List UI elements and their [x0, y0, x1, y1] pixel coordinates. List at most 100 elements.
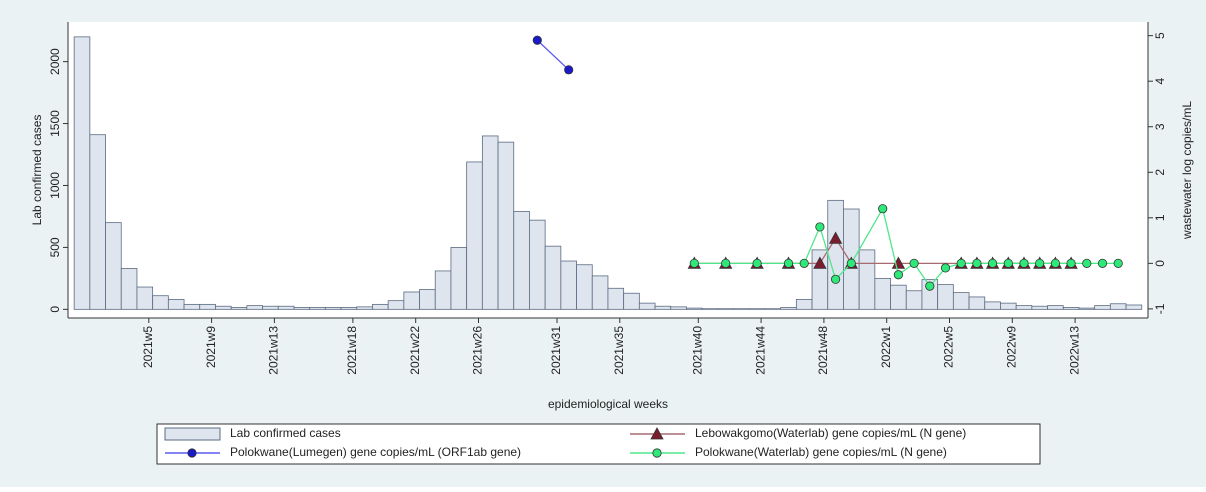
bar — [686, 307, 703, 310]
bar — [576, 264, 593, 310]
x-tick-label: 2021w26 — [471, 326, 485, 375]
y2-axis-title: wastewater log copies/mL — [1180, 101, 1194, 240]
bar — [120, 268, 138, 310]
point — [689, 258, 699, 268]
bar — [905, 290, 923, 310]
bar — [309, 307, 326, 310]
x-tick-label: 2021w5 — [141, 326, 155, 368]
bar — [89, 134, 106, 310]
point — [1019, 258, 1029, 268]
bar — [529, 219, 546, 310]
bar — [937, 284, 954, 310]
legend-label: Polokwane(Lumegen) gene copies/mL (ORF1a… — [230, 445, 521, 459]
point — [925, 281, 935, 291]
point — [893, 270, 904, 280]
point — [532, 35, 542, 45]
bar — [340, 307, 358, 310]
bar — [419, 289, 436, 310]
bar — [152, 295, 169, 310]
x-tick-label: 2022w1 — [879, 326, 893, 368]
x-tick-label: 2021w13 — [267, 326, 281, 375]
legend-marker — [650, 427, 664, 440]
bar — [1015, 305, 1033, 310]
point — [752, 258, 762, 268]
plot-area — [68, 22, 1148, 318]
bar — [215, 305, 232, 310]
bar — [984, 301, 1001, 310]
bar — [167, 299, 185, 310]
bar — [1031, 305, 1048, 310]
y-tick-label: 1000 — [48, 172, 62, 199]
bar — [513, 211, 530, 310]
bar — [199, 303, 216, 310]
point — [1097, 258, 1108, 268]
point — [1066, 258, 1076, 268]
bar — [952, 292, 970, 310]
point — [878, 204, 888, 214]
x-tick-label: 2021w18 — [345, 326, 359, 375]
bar — [277, 305, 295, 310]
x-tick-label: 2021w44 — [753, 326, 767, 375]
point — [815, 222, 825, 232]
bar — [293, 307, 311, 310]
bar — [654, 305, 672, 310]
bar — [387, 300, 405, 310]
bar — [1047, 305, 1064, 310]
point — [1113, 258, 1123, 268]
bar — [1062, 307, 1080, 310]
legend-label: Lab confirmed cases — [230, 426, 341, 440]
y2-tick-label: 1 — [1153, 214, 1167, 221]
bar — [1000, 302, 1017, 310]
bar — [968, 296, 986, 310]
bar — [858, 249, 876, 310]
x-tick-label: 2021w31 — [549, 326, 563, 375]
legend-marker — [187, 448, 197, 458]
point — [956, 258, 966, 268]
bar — [136, 286, 154, 310]
point — [1035, 258, 1045, 268]
bar — [670, 306, 687, 310]
bar — [356, 306, 373, 310]
x-tick-label: 2022w13 — [1067, 326, 1081, 375]
y-tick-label: 1500 — [48, 110, 62, 137]
y-tick-label: 0 — [48, 306, 62, 313]
bar — [560, 260, 577, 310]
y2-tick-label: 3 — [1153, 123, 1167, 130]
line-segment — [803, 226, 821, 264]
bar — [262, 305, 279, 310]
bar — [764, 308, 782, 310]
y2-tick-label: 0 — [1153, 260, 1167, 267]
point — [830, 274, 841, 284]
line-segment — [882, 208, 900, 275]
y-tick-label: 2000 — [48, 48, 62, 75]
x-axis-title: epidemiological weeks — [548, 397, 668, 411]
point — [1082, 258, 1092, 268]
x-tick-label: 2021w9 — [204, 326, 218, 368]
point — [564, 65, 574, 75]
bar — [372, 303, 389, 310]
x-tick-label: 2021w48 — [816, 326, 830, 375]
bar — [246, 305, 263, 310]
bar — [450, 247, 468, 310]
bar — [434, 270, 452, 310]
legend — [156, 423, 1041, 465]
line-segment — [850, 208, 884, 264]
line-segment — [819, 226, 837, 280]
legend-marker — [652, 448, 662, 458]
bar — [874, 277, 891, 310]
bar — [717, 308, 734, 310]
bar — [827, 199, 844, 310]
y2-tick-label: -1 — [1153, 303, 1167, 314]
bar — [481, 135, 499, 310]
point — [828, 231, 843, 244]
y-tick-label: 500 — [48, 237, 62, 257]
bar — [1078, 307, 1096, 310]
bar — [105, 222, 122, 310]
bar — [623, 292, 640, 310]
y-axis-title: Lab confirmed cases — [30, 115, 44, 226]
y2-tick-label: 4 — [1153, 78, 1167, 85]
point — [972, 258, 982, 268]
bar — [466, 161, 483, 310]
bar — [544, 245, 562, 310]
